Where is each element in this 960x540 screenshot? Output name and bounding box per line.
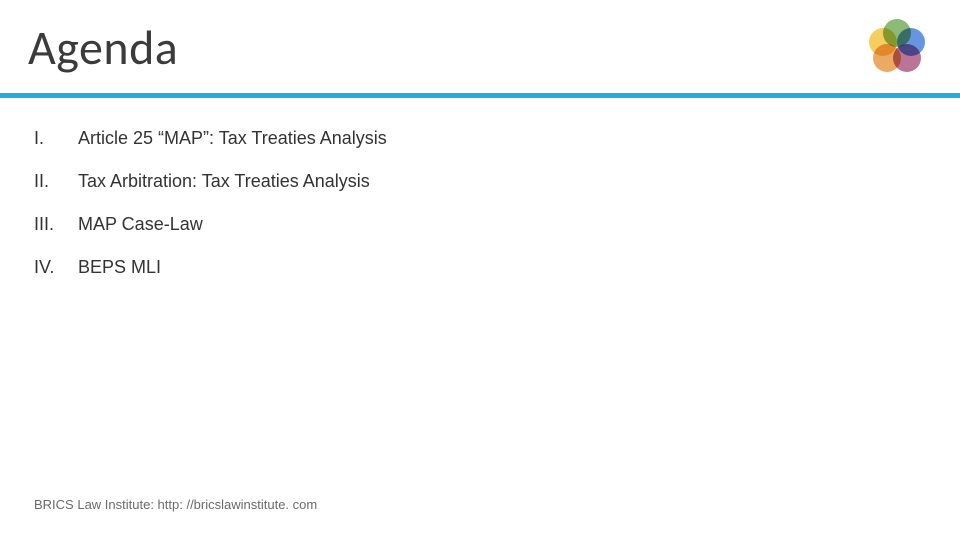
agenda-item-numeral: II. bbox=[34, 171, 78, 192]
agenda-item-text: MAP Case-Law bbox=[78, 214, 203, 235]
agenda-item-text: Article 25 “MAP”: Tax Treaties Analysis bbox=[78, 128, 387, 149]
slide-title: Agenda bbox=[28, 18, 932, 77]
logo-svg bbox=[866, 18, 928, 74]
agenda-item: IV.BEPS MLI bbox=[34, 257, 387, 278]
agenda-list: I.Article 25 “MAP”: Tax Treaties Analysi… bbox=[34, 128, 387, 278]
brics-logo bbox=[866, 18, 928, 74]
footer-text: BRICS Law Institute: http: //bricslawins… bbox=[34, 497, 317, 512]
agenda-item-numeral: IV. bbox=[34, 257, 78, 278]
agenda-item: I.Article 25 “MAP”: Tax Treaties Analysi… bbox=[34, 128, 387, 149]
agenda-item: II.Tax Arbitration: Tax Treaties Analysi… bbox=[34, 171, 387, 192]
slide: Agenda I.Article 25 “MAP”: Tax Treaties … bbox=[0, 0, 960, 540]
agenda-item-text: BEPS MLI bbox=[78, 257, 161, 278]
agenda-item-text: Tax Arbitration: Tax Treaties Analysis bbox=[78, 171, 370, 192]
title-underline bbox=[0, 93, 960, 98]
logo-petal-4 bbox=[869, 28, 897, 56]
agenda-item: III.MAP Case-Law bbox=[34, 214, 387, 235]
agenda-item-numeral: I. bbox=[34, 128, 78, 149]
agenda-item-numeral: III. bbox=[34, 214, 78, 235]
